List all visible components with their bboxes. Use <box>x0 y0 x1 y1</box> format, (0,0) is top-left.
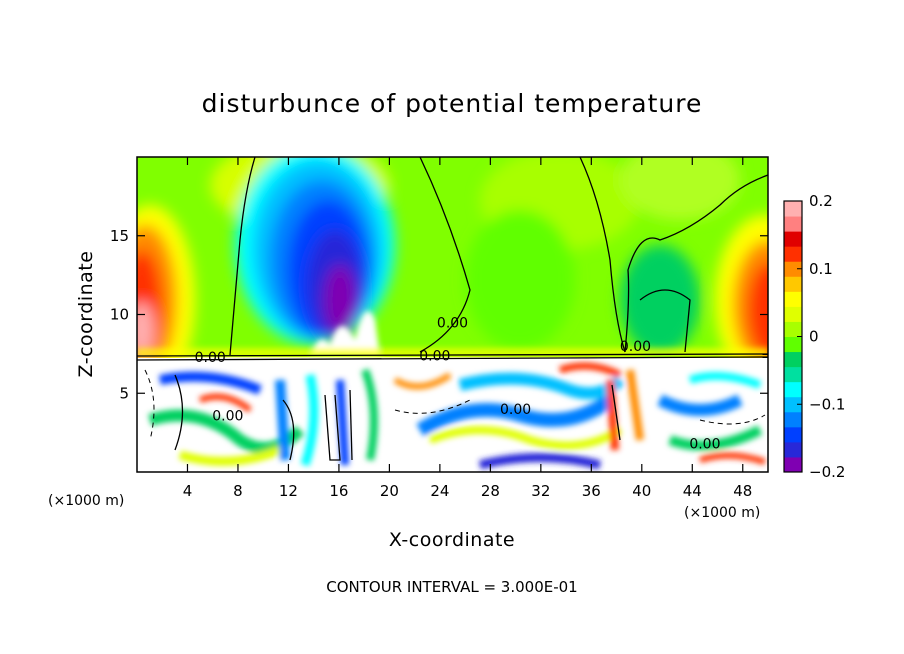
y-tick-label: 5 <box>119 384 129 402</box>
x-unit-label: (×1000 m) <box>684 505 760 521</box>
colorbar-swatch <box>784 366 802 383</box>
colorbar-swatch <box>784 381 802 398</box>
colorbar-swatch <box>784 456 802 473</box>
colorbar-tick-label: −0.2 <box>809 463 845 481</box>
contour-label: 0.00 <box>437 315 468 331</box>
colorbar-swatch <box>784 231 802 247</box>
colorbar-swatch <box>784 396 802 413</box>
x-tick-label: 24 <box>430 482 449 500</box>
contour-label: 0.00 <box>500 402 531 418</box>
contour-label: 0.00 <box>212 408 243 424</box>
x-tick-label: 12 <box>279 482 298 500</box>
colorbar-tick-label: 0.2 <box>809 192 833 210</box>
x-tick-label: 36 <box>582 482 601 500</box>
x-tick-label: 16 <box>329 482 348 500</box>
colorbar-swatch <box>784 216 802 232</box>
colorbar-swatch <box>784 426 802 443</box>
contour-label: 0.00 <box>419 348 450 364</box>
colorbar-tick-label: −0.1 <box>809 395 845 413</box>
y-unit-label: (×1000 m) <box>48 493 124 509</box>
y-tick-label: 15 <box>110 227 129 245</box>
colorbar-tick-label: 0 <box>809 328 819 346</box>
colorbar-swatch <box>784 261 802 277</box>
colorbar: 0.2 0.1 0 −0.1 −0.2 <box>783 192 845 481</box>
contour-labels: 0.00 0.00 0.00 0.00 0.00 0.00 0.00 <box>195 315 721 452</box>
colorbar-swatch <box>784 306 802 322</box>
x-tick-label: 44 <box>683 482 702 500</box>
y-axis: 5 10 15 <box>110 227 768 402</box>
contour-label: 0.00 <box>689 437 720 453</box>
x-tick-label: 4 <box>183 482 193 500</box>
y-axis-title: Z-coordinate <box>75 251 97 378</box>
colorbar-swatch <box>784 201 802 217</box>
x-tick-label: 32 <box>531 482 550 500</box>
contour-interval-note: CONTOUR INTERVAL = 3.000E-01 <box>326 578 577 596</box>
contour-label: 0.00 <box>620 339 651 355</box>
colorbar-swatch <box>784 246 802 262</box>
colorbar-swatch <box>784 411 802 428</box>
x-axis-title: X-coordinate <box>389 529 515 551</box>
contour-label: 0.00 <box>195 350 226 366</box>
x-tick-label: 8 <box>233 482 243 500</box>
colorbar-swatch <box>784 291 802 307</box>
x-tick-label: 28 <box>481 482 500 500</box>
x-tick-label: 48 <box>733 482 752 500</box>
colorbar-swatch <box>784 441 802 458</box>
chart-title: disturbunce of potential temperature <box>202 89 703 118</box>
x-axis: 4 8 12 16 20 24 28 32 36 40 44 48 <box>183 157 752 500</box>
colorbar-swatch <box>784 276 802 292</box>
colorbar-swatch <box>784 321 802 337</box>
x-tick-label: 40 <box>632 482 651 500</box>
y-tick-label: 10 <box>110 306 129 324</box>
colorbar-swatch <box>784 351 802 368</box>
plot-field <box>137 157 768 472</box>
x-tick-label: 20 <box>380 482 399 500</box>
colorbar-swatch <box>784 336 802 353</box>
colorbar-tick-label: 0.1 <box>809 260 833 278</box>
